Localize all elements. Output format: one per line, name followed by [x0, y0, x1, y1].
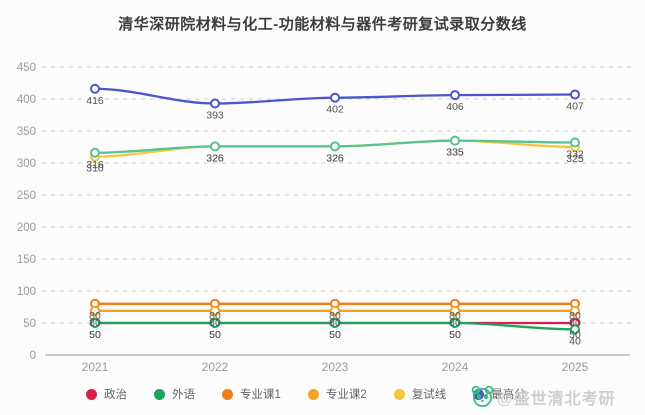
point-label-最低分: 326	[326, 152, 344, 164]
point-label-政治: 50	[329, 329, 341, 341]
data-point-专业课2	[90, 305, 100, 316]
point-label-最低分: 335	[446, 147, 464, 159]
x-tick-label: 2022	[202, 360, 229, 374]
point-label-最高分: 393	[206, 109, 224, 121]
data-point-外语	[570, 324, 580, 335]
data-point-最低分	[210, 141, 220, 152]
legend-label: 复试线	[411, 389, 447, 401]
point-label-外语: 50	[89, 329, 101, 341]
point-label-最低分: 332	[566, 149, 584, 161]
point-label-外语: 50	[329, 329, 341, 341]
legend-item-复试线[interactable]: 复试线	[393, 386, 447, 402]
y-tick-label: 150	[17, 254, 36, 266]
data-point-最低分	[90, 147, 100, 158]
point-label-最高分: 416	[86, 95, 104, 107]
y-tick-label: 450	[17, 62, 36, 74]
legend-dot-icon	[86, 388, 97, 400]
point-label-政治: 50	[449, 329, 461, 341]
data-point-专业课2	[210, 305, 220, 316]
legend-dot-icon	[154, 388, 165, 400]
y-tick-label: 250	[17, 190, 36, 202]
y-tick-label: 300	[17, 158, 36, 170]
data-point-专业课2	[450, 305, 460, 316]
y-tick-label: 0	[30, 350, 36, 362]
legend-dot-icon	[222, 388, 233, 400]
point-label-复试线: 310	[86, 163, 104, 175]
legend-dot-icon	[393, 388, 405, 400]
point-label-复试线: 325	[566, 153, 584, 165]
point-label-复试线: 326	[326, 152, 344, 164]
chart-title: 清华深研院材料与化工-功能材料与器件考研复试录取分数线	[118, 16, 527, 33]
data-point-专业课2	[570, 305, 580, 316]
y-tick-label: 100	[17, 286, 36, 298]
point-label-专业课1: 80	[89, 310, 101, 322]
point-label-专业课2: 80	[449, 317, 461, 329]
legend-label: 最高分	[491, 389, 526, 401]
point-label-政治: 50	[89, 329, 101, 341]
legend-item-专业课1[interactable]: 专业课1	[222, 386, 281, 402]
data-point-最高分	[330, 92, 340, 103]
point-label-专业课2: 80	[209, 317, 221, 329]
legend-label: 专业课2	[325, 389, 367, 401]
point-label-复试线: 326	[206, 152, 224, 164]
point-label-最高分: 407	[566, 101, 584, 113]
data-point-最低分	[450, 135, 460, 146]
point-label-政治: 50	[209, 329, 221, 341]
y-tick-label: 200	[17, 222, 36, 234]
y-tick-label: 50	[23, 318, 36, 330]
legend-label: 政治	[104, 389, 127, 401]
point-label-外语: 40	[569, 335, 581, 347]
point-label-政治: 50	[569, 329, 581, 341]
point-label-最高分: 402	[326, 104, 344, 116]
x-tick-label: 2025	[562, 360, 589, 374]
point-label-专业课1: 80	[449, 310, 461, 322]
legend-label: 外语	[172, 389, 195, 401]
point-label-复试线: 335	[446, 147, 464, 159]
legend-dot-icon	[307, 388, 319, 400]
point-label-外语: 50	[209, 329, 221, 341]
data-point-外语	[210, 318, 220, 328]
x-tick-label: 2021	[82, 360, 109, 374]
data-point-最高分	[90, 83, 100, 94]
data-point-最高分	[210, 98, 220, 109]
panda-icon	[471, 385, 494, 408]
legend-item-政治[interactable]: 政治	[86, 386, 127, 402]
point-label-专业课1: 80	[329, 310, 341, 322]
watermark-text: @盛世清北考研	[497, 390, 616, 408]
x-tick-label: 2024	[442, 360, 469, 374]
point-label-专业课2: 80	[329, 317, 341, 329]
point-label-专业课2: 80	[569, 317, 581, 329]
data-point-专业课2	[330, 305, 340, 316]
legend-label: 专业课1	[240, 389, 281, 401]
data-point-最低分	[330, 141, 340, 152]
y-tick-label: 350	[17, 126, 36, 138]
data-point-外语	[330, 318, 340, 328]
data-point-最高分	[450, 90, 460, 101]
data-point-外语	[450, 318, 460, 328]
legend-item-外语[interactable]: 外语	[154, 386, 195, 402]
point-label-专业课1: 80	[209, 310, 221, 322]
point-label-外语: 50	[449, 329, 461, 341]
point-label-最低分: 316	[86, 159, 104, 171]
point-label-最低分: 326	[206, 152, 224, 164]
legend-item-专业课2[interactable]: 专业课2	[307, 386, 367, 402]
data-point-最低分	[570, 137, 580, 148]
point-label-专业课2: 80	[89, 317, 101, 329]
data-point-外语	[90, 318, 100, 328]
point-label-专业课1: 80	[569, 310, 581, 322]
x-tick-label: 2023	[322, 360, 349, 374]
data-point-最高分	[570, 89, 580, 100]
y-tick-label: 400	[17, 94, 36, 106]
line-chart-plot: 0 50 100 150 200 250 300 350 400 450 2021 2022 2023 2…	[17, 62, 632, 374]
watermark: @盛世清北考研	[470, 384, 616, 409]
point-label-最高分: 406	[446, 101, 464, 113]
